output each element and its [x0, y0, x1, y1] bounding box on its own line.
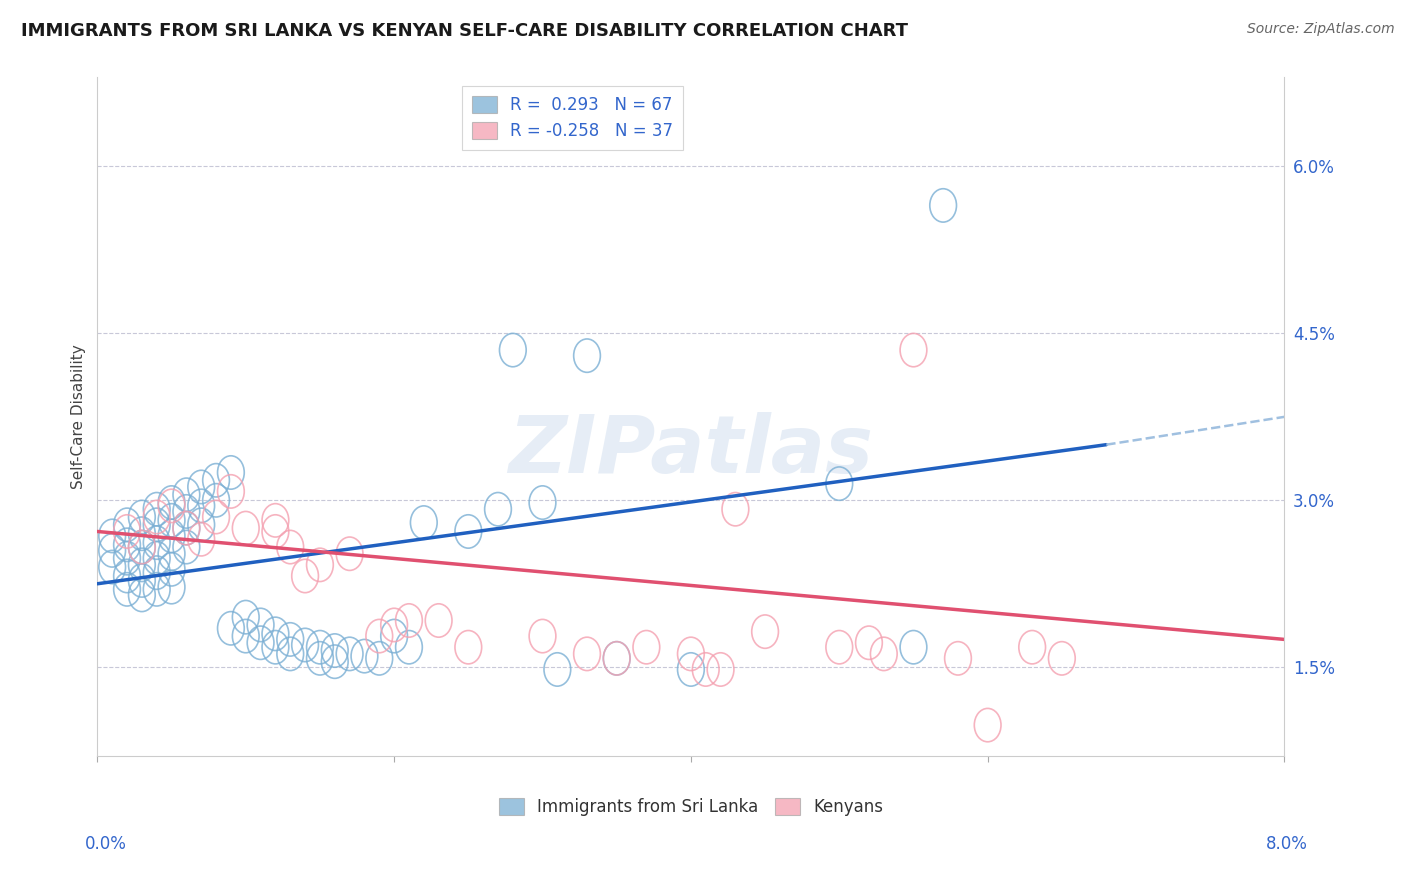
- Text: 0.0%: 0.0%: [84, 835, 127, 853]
- Text: IMMIGRANTS FROM SRI LANKA VS KENYAN SELF-CARE DISABILITY CORRELATION CHART: IMMIGRANTS FROM SRI LANKA VS KENYAN SELF…: [21, 22, 908, 40]
- Text: 8.0%: 8.0%: [1265, 835, 1308, 853]
- Text: ZIPatlas: ZIPatlas: [509, 412, 873, 490]
- Y-axis label: Self-Care Disability: Self-Care Disability: [72, 344, 86, 489]
- Legend: Immigrants from Sri Lanka, Kenyans: Immigrants from Sri Lanka, Kenyans: [492, 791, 890, 822]
- Text: Source: ZipAtlas.com: Source: ZipAtlas.com: [1247, 22, 1395, 37]
